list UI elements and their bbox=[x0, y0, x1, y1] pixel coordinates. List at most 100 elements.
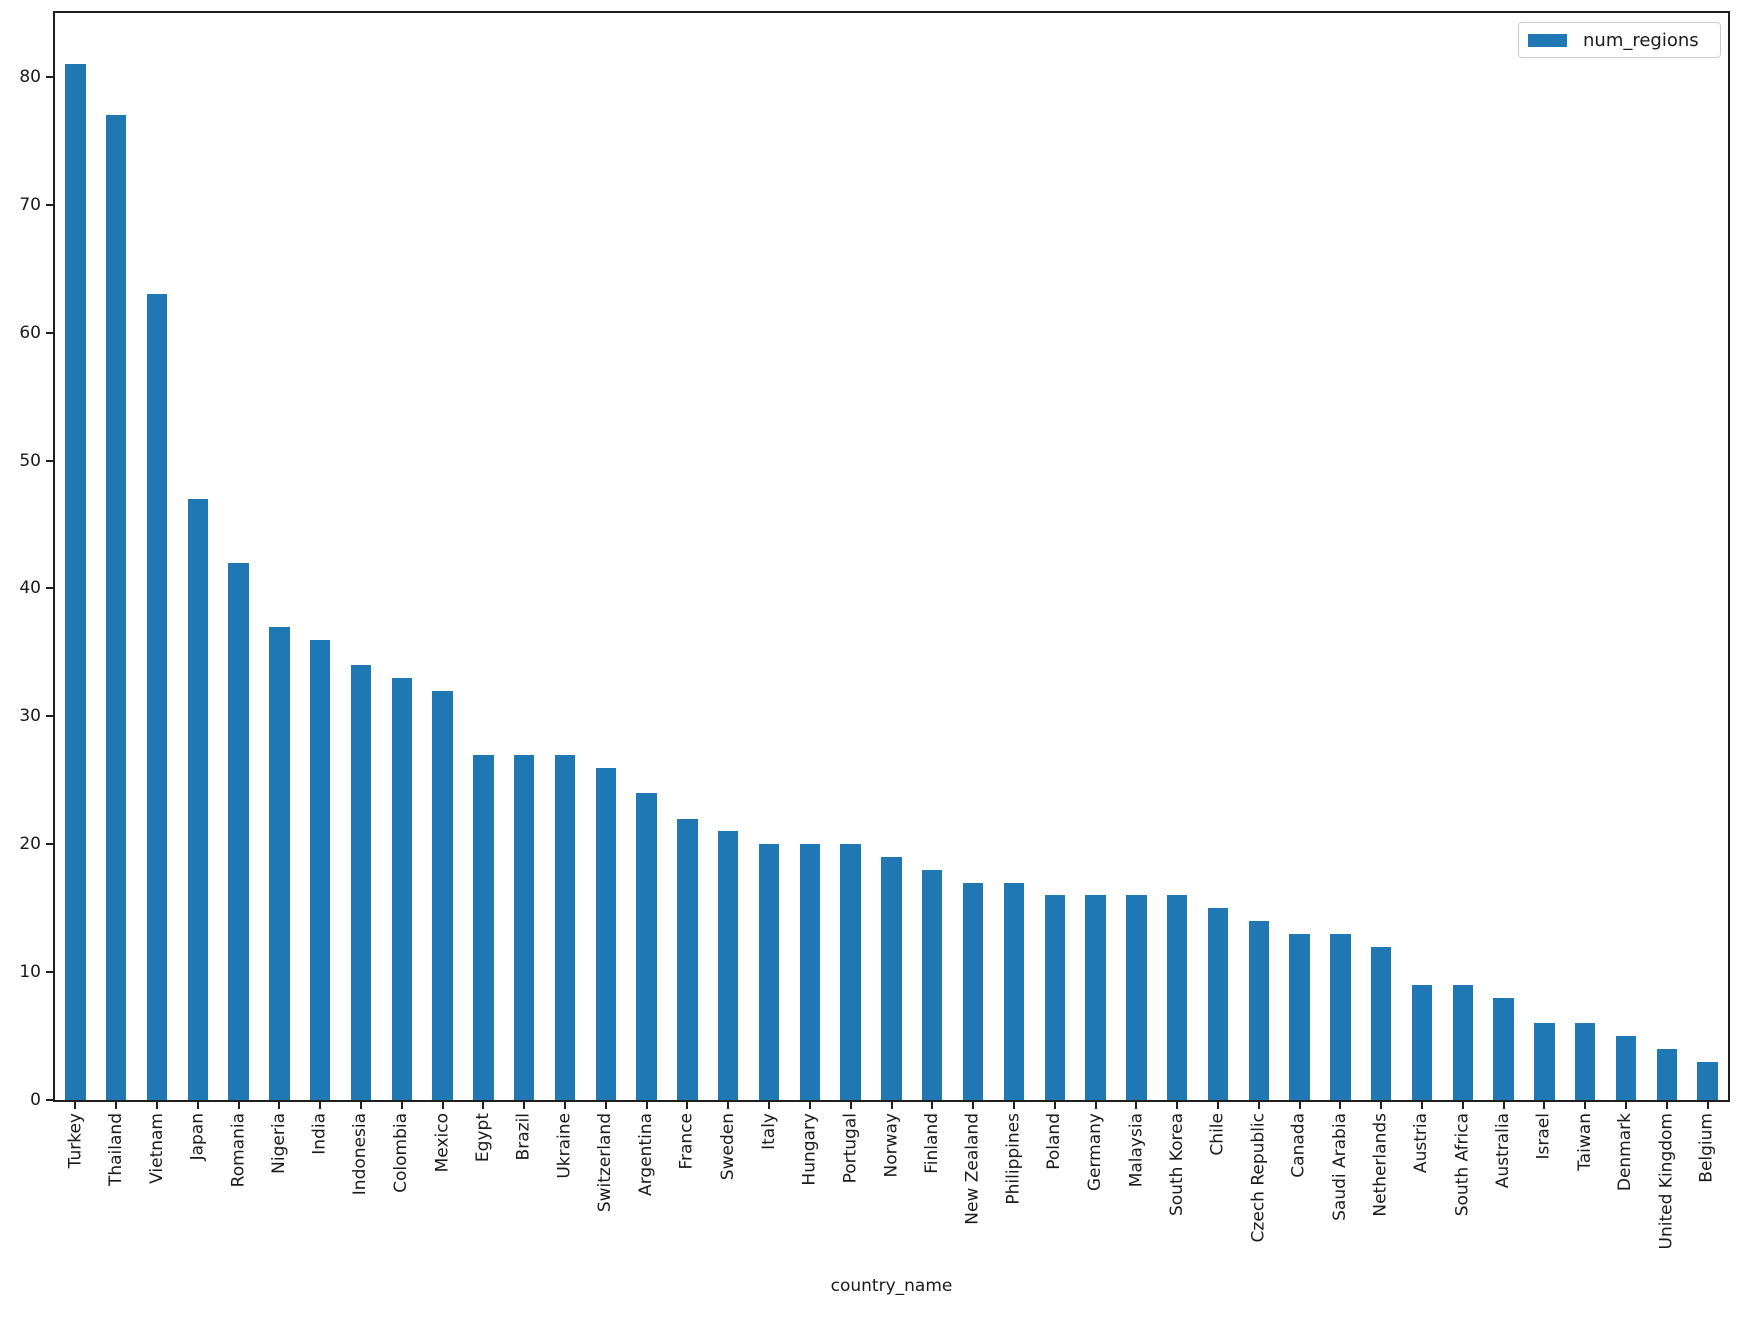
x-tick-mark bbox=[1461, 1100, 1464, 1109]
bar bbox=[1044, 895, 1065, 1100]
x-tick-label-text: France bbox=[676, 1113, 697, 1170]
bar bbox=[1534, 1023, 1555, 1100]
x-tick-mark bbox=[768, 1100, 771, 1109]
x-tick-mark bbox=[1339, 1100, 1342, 1109]
bar bbox=[1656, 1048, 1677, 1100]
x-tick-label-text: United Kingdom bbox=[1656, 1113, 1677, 1250]
bar bbox=[881, 857, 902, 1100]
bar bbox=[922, 869, 943, 1100]
x-tick-mark bbox=[74, 1100, 77, 1109]
bar bbox=[595, 767, 617, 1100]
bar bbox=[636, 793, 657, 1100]
bar bbox=[1126, 895, 1147, 1100]
x-tick-label-text: Italy bbox=[758, 1113, 779, 1150]
y-tick-label: 0 bbox=[30, 1090, 41, 1110]
x-tick-mark bbox=[156, 1100, 158, 1109]
bar bbox=[1697, 1061, 1718, 1100]
x-tick-label-text: New Zealand bbox=[962, 1113, 983, 1225]
bar bbox=[1207, 908, 1229, 1100]
legend-swatch bbox=[1528, 33, 1567, 47]
x-tick-mark bbox=[1543, 1100, 1546, 1109]
bar bbox=[1615, 1036, 1637, 1100]
x-tick-label-text: Malaysia bbox=[1125, 1113, 1146, 1188]
x-tick-label-text: Netherlands bbox=[1370, 1113, 1391, 1217]
bar bbox=[962, 882, 984, 1100]
y-tick-mark bbox=[46, 971, 55, 974]
x-tick-label-text: Austria bbox=[1411, 1113, 1432, 1174]
x-tick-mark bbox=[1380, 1100, 1383, 1109]
x-tick-mark bbox=[196, 1100, 199, 1109]
y-tick-label: 70 bbox=[19, 194, 41, 215]
y-tick-label: 50 bbox=[19, 450, 41, 471]
bar bbox=[718, 831, 739, 1100]
x-tick-label-text: Turkey bbox=[64, 1113, 85, 1169]
bar bbox=[840, 844, 861, 1100]
bar bbox=[514, 754, 535, 1100]
x-tick-label-text: Japan bbox=[187, 1113, 208, 1161]
x-tick-mark bbox=[1053, 1100, 1056, 1109]
x-tick-mark bbox=[278, 1100, 281, 1109]
x-tick-mark bbox=[441, 1100, 444, 1109]
y-tick-mark bbox=[46, 331, 55, 334]
x-tick-mark bbox=[808, 1100, 811, 1109]
bar bbox=[1248, 920, 1269, 1100]
x-tick-mark bbox=[1502, 1100, 1505, 1109]
bar bbox=[1003, 882, 1025, 1100]
x-tick-mark bbox=[1665, 1100, 1668, 1109]
x-tick-label-text: Ukraine bbox=[554, 1113, 575, 1179]
x-tick-mark bbox=[1094, 1100, 1097, 1109]
x-tick-label-text: Indonesia bbox=[350, 1113, 371, 1196]
x-axis-title: country_name bbox=[830, 1276, 953, 1296]
y-tick-mark bbox=[46, 1099, 55, 1101]
legend: num_regions bbox=[1518, 22, 1721, 58]
bar bbox=[1166, 895, 1188, 1100]
y-tick-mark bbox=[46, 459, 55, 462]
x-tick-mark bbox=[727, 1100, 730, 1109]
x-tick-mark bbox=[890, 1100, 893, 1109]
x-tick-label-text: Poland bbox=[1044, 1113, 1065, 1170]
bar bbox=[432, 690, 453, 1100]
y-tick-label: 60 bbox=[19, 322, 41, 343]
x-tick-mark bbox=[1624, 1100, 1627, 1109]
bar bbox=[677, 818, 698, 1100]
bar bbox=[391, 678, 413, 1100]
x-tick-label-text: Czech Republic bbox=[1248, 1113, 1269, 1243]
y-tick-mark bbox=[46, 843, 55, 846]
x-tick-label-text: Israel bbox=[1533, 1113, 1554, 1160]
x-tick-mark bbox=[400, 1100, 403, 1109]
x-tick-label-text: Australia bbox=[1493, 1113, 1514, 1189]
x-tick-label-text: Sweden bbox=[717, 1113, 738, 1181]
bar bbox=[1085, 895, 1106, 1100]
x-tick-mark bbox=[1216, 1100, 1219, 1109]
bar bbox=[1411, 984, 1433, 1100]
bar bbox=[1370, 946, 1392, 1100]
x-tick-mark bbox=[1298, 1100, 1301, 1109]
bar bbox=[310, 639, 331, 1100]
x-tick-label-text: Chile bbox=[1207, 1113, 1228, 1156]
y-tick-mark bbox=[46, 715, 55, 718]
x-tick-mark bbox=[1176, 1100, 1179, 1109]
x-tick-mark bbox=[1420, 1100, 1423, 1109]
bar bbox=[106, 115, 127, 1100]
x-tick-label-text: India bbox=[309, 1113, 330, 1155]
x-tick-label-text: Brazil bbox=[513, 1113, 534, 1161]
x-tick-label-text: South Korea bbox=[1166, 1113, 1187, 1217]
bar bbox=[1574, 1023, 1596, 1100]
y-tick-label: 20 bbox=[19, 834, 41, 855]
x-tick-mark bbox=[319, 1100, 322, 1109]
bar bbox=[65, 64, 86, 1100]
x-tick-mark bbox=[1012, 1100, 1015, 1109]
y-tick-label: 40 bbox=[19, 578, 41, 599]
bar bbox=[758, 844, 780, 1100]
x-tick-label-text: Romania bbox=[228, 1113, 249, 1188]
bar bbox=[1289, 933, 1310, 1100]
x-tick-label-text: Canada bbox=[1289, 1113, 1310, 1178]
x-tick-label-text: Denmark bbox=[1615, 1113, 1636, 1192]
x-tick-label-text: Mexico bbox=[432, 1113, 453, 1173]
x-tick-mark bbox=[115, 1100, 118, 1109]
x-tick-label-text: Colombia bbox=[391, 1113, 412, 1193]
plot-area bbox=[55, 13, 1728, 1100]
x-tick-mark bbox=[1257, 1100, 1260, 1109]
x-tick-label-text: Nigeria bbox=[268, 1113, 289, 1174]
x-tick-mark bbox=[1135, 1100, 1138, 1109]
